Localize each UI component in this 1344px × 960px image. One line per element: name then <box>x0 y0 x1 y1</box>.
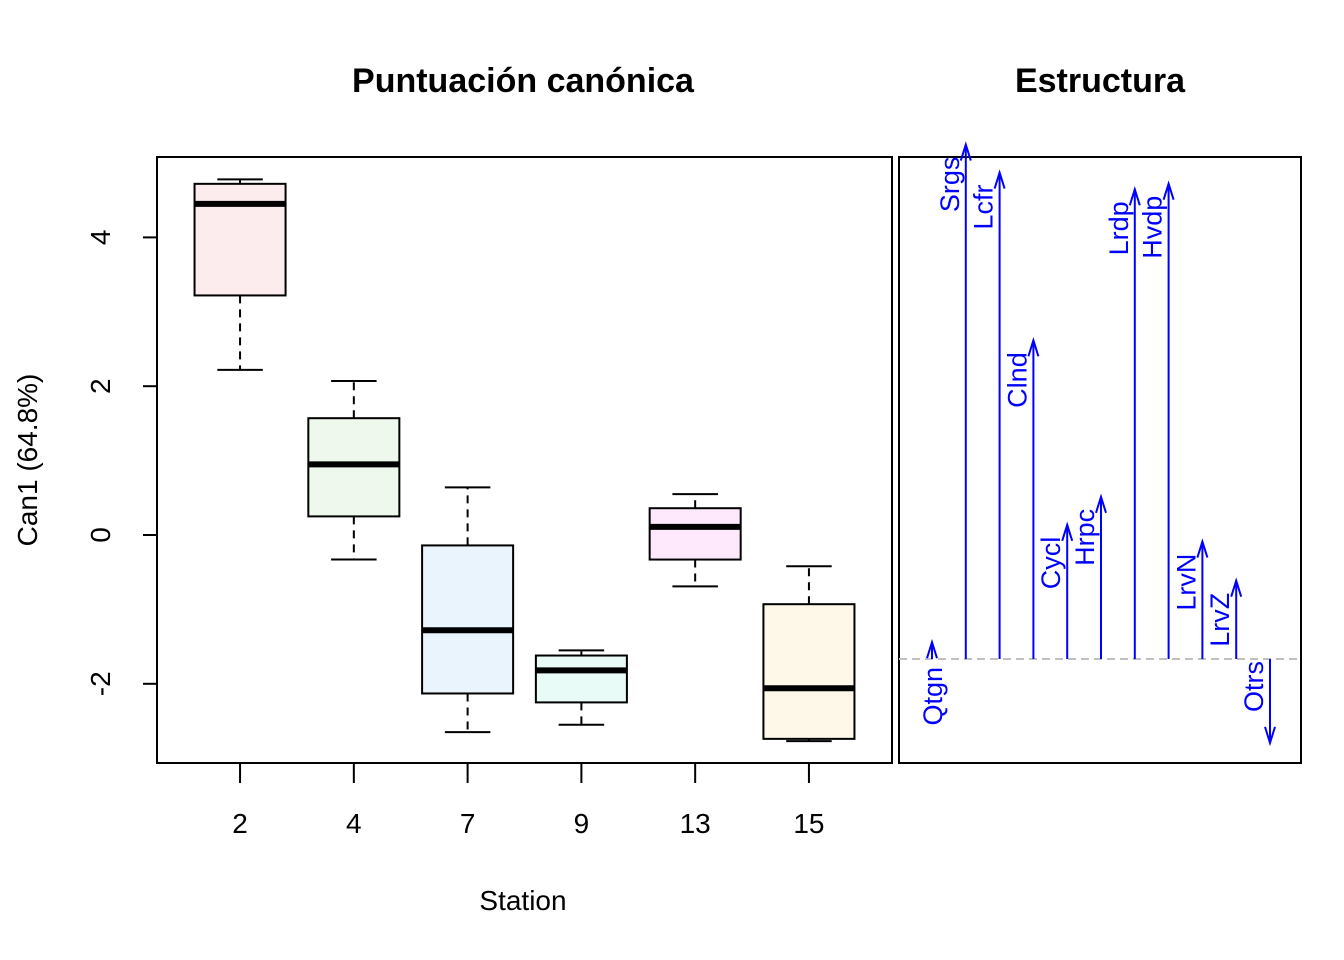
box-13 <box>648 493 742 588</box>
x-tick-label: 7 <box>460 808 476 839</box>
x-tick-label: 2 <box>232 808 248 839</box>
x-axis: 2 4 7 9 13 15 <box>232 763 825 839</box>
arrow-hvdp: Hvdp <box>1138 180 1175 659</box>
x-tick-label: 9 <box>574 808 590 839</box>
arrow-head <box>993 169 1006 189</box>
arrow-label: LrvN <box>1171 554 1201 611</box>
x-tick-label: 15 <box>793 808 824 839</box>
arrow-head <box>1095 493 1107 514</box>
arrow-head <box>959 141 972 161</box>
arrow-lcfr: Lcfr <box>969 169 1006 659</box>
arrow-head <box>1196 538 1209 558</box>
structure-arrows: Qtgn Srgs Lcfr Clnd Cycl Hrpc Lrdp Hvdp LrvNLrvZ… <box>918 141 1276 747</box>
boxplot-boxes <box>193 178 856 743</box>
x-tick-label: 13 <box>680 808 711 839</box>
arrow-label: Cycl <box>1036 537 1066 590</box>
x-tick-label: 4 <box>346 808 362 839</box>
x-axis-label: Station <box>479 885 566 916</box>
arrow-head <box>1128 185 1141 206</box>
arrow-label: Otrs <box>1239 661 1269 712</box>
box-2 <box>193 178 287 371</box>
arrow-head <box>1264 726 1276 747</box>
box-9 <box>534 649 628 726</box>
arrow-head <box>1061 521 1074 542</box>
box-body <box>762 603 856 740</box>
arrow-otrs: Otrs <box>1239 659 1276 747</box>
box-body <box>534 654 628 704</box>
box-4 <box>307 379 401 561</box>
y-tick-label: 0 <box>85 527 116 543</box>
y-tick-label: -2 <box>85 671 116 696</box>
boxplot-plot-frame <box>156 156 893 764</box>
arrow-label: Hvdp <box>1138 196 1168 259</box>
arrow-lrvn: LrvN <box>1171 538 1209 659</box>
arrow-head <box>1162 180 1175 201</box>
arrow-label: LrvZ <box>1205 593 1235 647</box>
arrow-label: Qtgn <box>918 667 948 726</box>
box-body <box>648 507 742 561</box>
arrow-lrdp: Lrdp <box>1104 185 1141 659</box>
boxplot-title: Puntuación canónica <box>352 62 695 100</box>
arrow-label: Hrpc <box>1070 509 1100 566</box>
arrow-cycl: Cycl <box>1036 521 1074 659</box>
box-body <box>421 544 515 695</box>
arrow-clnd: Clnd <box>1002 336 1040 659</box>
arrow-head <box>1230 577 1243 598</box>
arrow-label: Clnd <box>1002 352 1032 408</box>
arrow-lrvz: LrvZ <box>1205 577 1243 659</box>
structure-title: Estructura <box>1015 62 1186 100</box>
box-body <box>193 182 287 297</box>
y-tick-label: 2 <box>85 378 116 394</box>
structure-plot-frame <box>898 156 1302 764</box>
box-7 <box>421 486 515 734</box>
arrow-hrpc: Hrpc <box>1070 493 1107 659</box>
arrow-label: Lrdp <box>1104 201 1134 255</box>
arrow-qtgn: Qtgn <box>918 638 948 726</box>
arrow-head <box>1027 336 1040 357</box>
arrow-head <box>926 638 938 659</box>
y-tick-label: 4 <box>85 230 116 246</box>
box-15 <box>762 565 856 743</box>
y-axis-label: Can1 (64.8%) <box>12 374 43 547</box>
y-axis: -2 0 2 4 <box>85 230 157 696</box>
arrow-label: Srgs <box>935 157 965 213</box>
arrow-srgs: Srgs <box>935 141 972 659</box>
arrow-label: Lcfr <box>969 185 999 230</box>
